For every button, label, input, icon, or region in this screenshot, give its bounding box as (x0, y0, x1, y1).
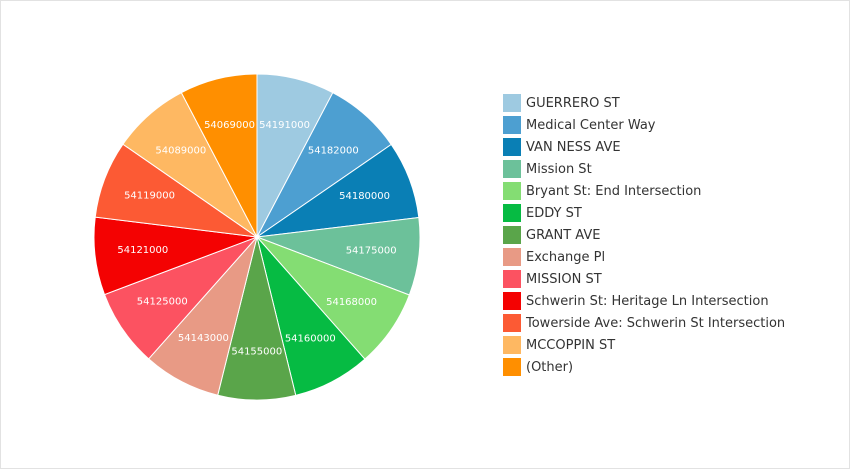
legend-swatch (503, 116, 521, 134)
legend-item[interactable]: MISSION ST (503, 268, 785, 290)
slice-value-label: 54069000 (204, 120, 255, 131)
legend-item[interactable]: GRANT AVE (503, 224, 785, 246)
legend-item[interactable]: Bryant St: End Intersection (503, 180, 785, 202)
legend-swatch (503, 314, 521, 332)
legend-label: Schwerin St: Heritage Ln Intersection (526, 293, 769, 309)
legend-label: (Other) (526, 359, 574, 375)
slice-value-label: 54121000 (117, 245, 168, 256)
legend-swatch (503, 336, 521, 354)
legend-label: Towerside Ave: Schwerin St Intersection (526, 315, 786, 331)
slice-value-label: 54175000 (346, 245, 397, 256)
legend-swatch (503, 138, 521, 156)
legend-item[interactable]: Towerside Ave: Schwerin St Intersection (503, 312, 785, 334)
legend-label: Medical Center Way (526, 117, 656, 133)
legend-swatch (503, 248, 521, 266)
slice-value-label: 54168000 (326, 297, 377, 308)
legend-swatch (503, 292, 521, 310)
slice-value-label: 54182000 (308, 145, 359, 156)
legend-item[interactable]: Mission St (503, 158, 785, 180)
legend-item[interactable]: GUERRERO ST (503, 92, 785, 114)
slice-value-label: 54089000 (155, 145, 206, 156)
legend-item[interactable]: Medical Center Way (503, 114, 785, 136)
legend-swatch (503, 94, 521, 112)
slice-value-label: 54160000 (285, 333, 336, 344)
legend-label: Exchange Pl (526, 249, 606, 265)
legend-item[interactable]: MCCOPPIN ST (503, 334, 785, 356)
legend-swatch (503, 358, 521, 376)
legend-item[interactable]: Exchange Pl (503, 246, 785, 268)
legend: GUERRERO ST Medical Center Way VAN NESS AV… (503, 92, 785, 378)
slice-value-label: 54155000 (231, 346, 282, 357)
legend-label: EDDY ST (526, 205, 582, 221)
legend-label: MISSION ST (526, 271, 602, 287)
pie-slice[interactable] (180, 73, 258, 238)
legend-label: MCCOPPIN ST (526, 337, 616, 353)
legend-label: GUERRERO ST (526, 95, 620, 111)
legend-label: VAN NESS AVE (526, 139, 621, 155)
legend-label: Bryant St: End Intersection (526, 183, 702, 199)
slice-value-label: 54125000 (137, 297, 188, 308)
slice-value-label: 54191000 (259, 120, 310, 131)
legend-swatch (503, 182, 521, 200)
legend-item[interactable]: VAN NESS AVE (503, 136, 785, 158)
legend-item[interactable]: EDDY ST (503, 202, 785, 224)
legend-swatch (503, 204, 521, 222)
legend-label: Mission St (526, 161, 592, 177)
legend-swatch (503, 226, 521, 244)
legend-swatch (503, 160, 521, 178)
legend-item[interactable]: (Other) (503, 356, 785, 378)
legend-swatch (503, 270, 521, 288)
legend-item[interactable]: Schwerin St: Heritage Ln Intersection (503, 290, 785, 312)
slice-value-label: 54119000 (124, 191, 175, 202)
legend-label: GRANT AVE (526, 227, 601, 243)
slice-value-label: 54143000 (178, 333, 229, 344)
slice-value-label: 54180000 (339, 191, 390, 202)
